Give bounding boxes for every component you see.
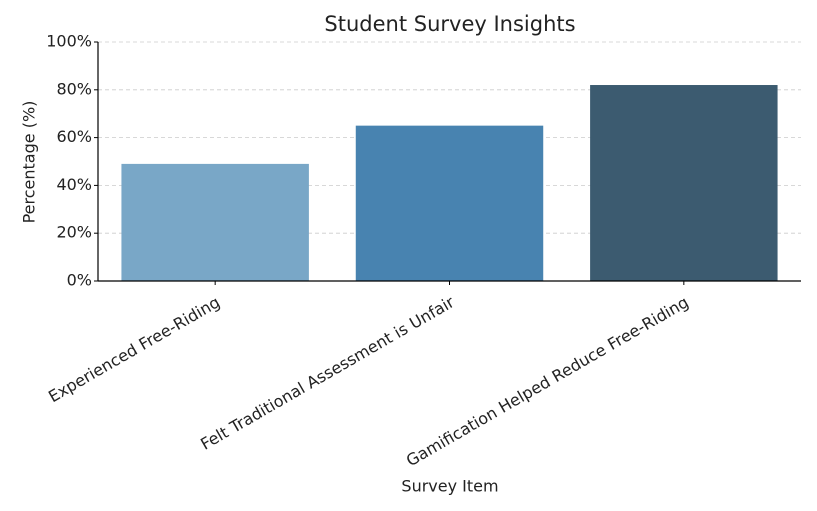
y-tick-label: 100% — [46, 32, 92, 51]
x-tick-label: Experienced Free-Riding — [45, 292, 223, 406]
bar-layer — [121, 85, 778, 282]
y-tick-label: 60% — [56, 127, 92, 146]
x-tick-label: Gamification Helped Reduce Free-Riding — [403, 292, 692, 470]
bar — [590, 85, 778, 282]
x-tick-label: Felt Traditional Assessment is Unfair — [197, 292, 458, 453]
bar — [355, 125, 544, 282]
y-tick-label: 20% — [56, 223, 92, 242]
y-tick-label: 80% — [56, 79, 92, 98]
y-tick-label: 0% — [67, 271, 92, 290]
y-tick-label: 40% — [56, 175, 92, 194]
bar — [121, 163, 309, 281]
x-axis-label: Survey Item — [401, 477, 498, 496]
chart-title: Student Survey Insights — [324, 12, 575, 36]
y-axis-label: Percentage (%) — [20, 101, 39, 224]
